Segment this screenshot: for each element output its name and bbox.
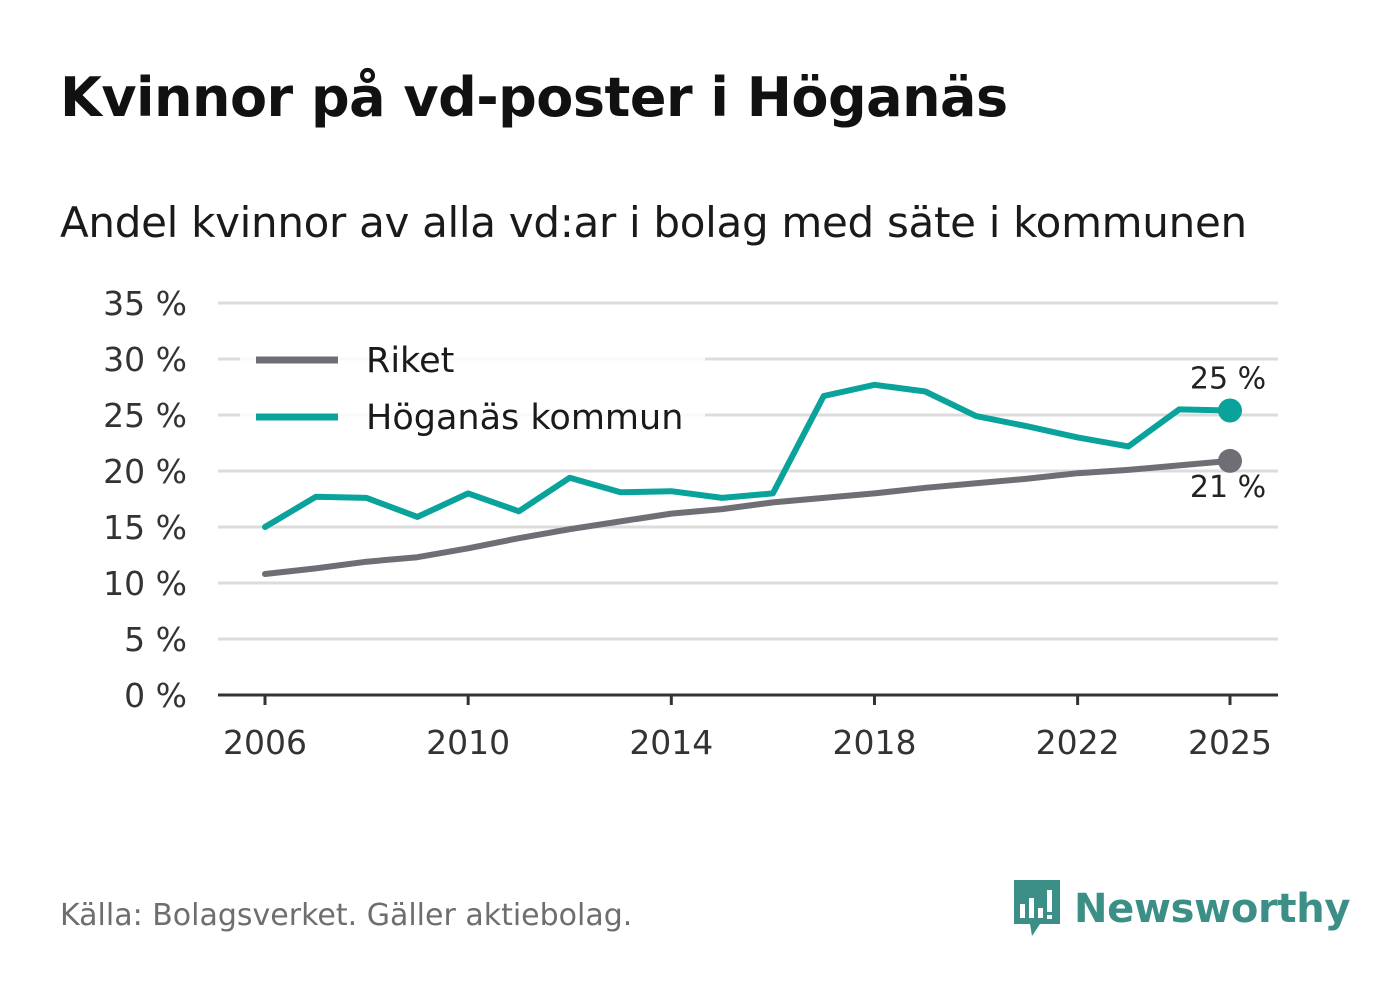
- legend-background: [240, 335, 705, 445]
- end-label-kommun: 25 %: [1190, 362, 1266, 397]
- legend-label-kommun: Höganäs kommun: [366, 398, 683, 438]
- x-tick-label: 2025: [1188, 723, 1272, 762]
- chart-title: Kvinnor på vd-poster i Höganäs: [60, 66, 1008, 129]
- y-tick-label: 35 %: [103, 284, 187, 323]
- legend-label-riket: Riket: [366, 341, 454, 381]
- x-tick-label: 2022: [1036, 723, 1120, 762]
- chart-subtitle: Andel kvinnor av alla vd:ar i bolag med …: [60, 198, 1247, 247]
- newsworthy-logo: Newsworthy: [1010, 878, 1351, 940]
- x-tick-label: 2018: [832, 723, 916, 762]
- y-tick-label: 10 %: [103, 564, 187, 603]
- x-axis-ticks: 2006 2010 2014 2018 2022 2025: [218, 693, 1278, 762]
- newsworthy-logo-icon: [1014, 880, 1060, 936]
- x-tick-label: 2010: [426, 723, 510, 762]
- y-tick-label: 25 %: [103, 396, 187, 435]
- end-label-riket: 21 %: [1190, 470, 1266, 505]
- brand-name: Newsworthy: [1074, 886, 1351, 932]
- y-tick-label: 15 %: [103, 508, 187, 547]
- series-lines: [262, 381, 1242, 577]
- end-point-kommun: [1218, 398, 1242, 423]
- x-tick-label: 2014: [629, 723, 713, 762]
- series-line-riket: [262, 457, 1233, 577]
- y-tick-label: 30 %: [103, 340, 187, 379]
- end-labels: 21 % 25 %: [1190, 362, 1266, 505]
- y-tick-label: 0 %: [124, 676, 187, 715]
- y-axis-ticks: 0 % 5 % 10 % 15 % 20 % 25 % 30 % 35 %: [103, 284, 187, 715]
- source-note: Källa: Bolagsverket. Gäller aktiebolag.: [60, 898, 633, 933]
- y-tick-label: 20 %: [103, 452, 187, 491]
- series-line-kommun: [262, 381, 1233, 530]
- legend: Riket Höganäs kommun: [240, 335, 705, 445]
- end-point-riket: [1218, 448, 1242, 473]
- y-tick-label: 5 %: [124, 620, 187, 659]
- x-tick-label: 2006: [223, 723, 307, 762]
